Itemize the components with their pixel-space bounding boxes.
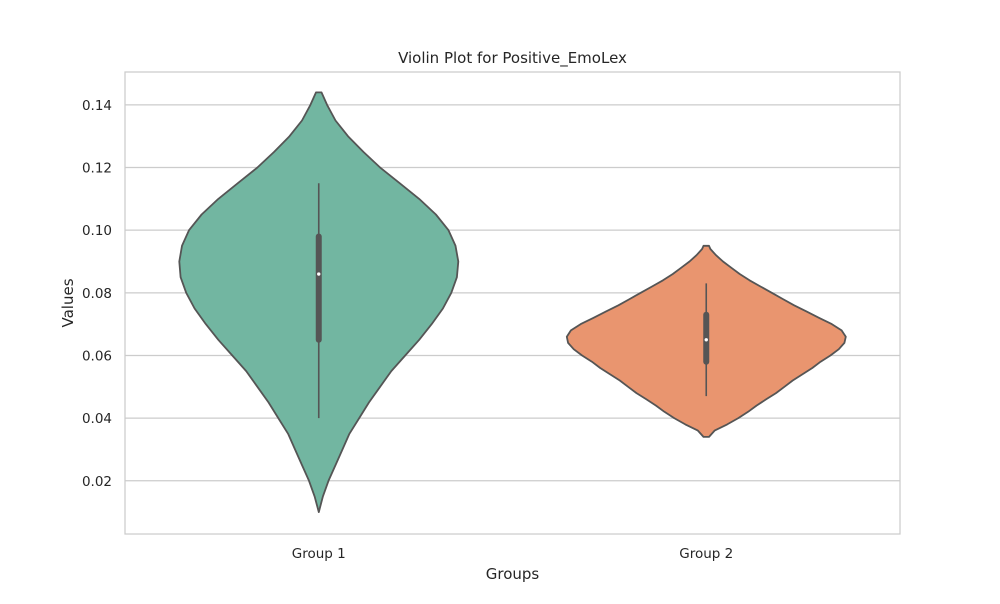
x-axis-title: Groups — [486, 565, 540, 583]
violin-bodies — [178, 91, 847, 513]
y-tick-label: 0.12 — [82, 161, 112, 177]
x-tick-label: Group 1 — [292, 546, 346, 562]
chart-title: Violin Plot for Positive_EmoLex — [398, 49, 627, 68]
y-tick-label: 0.10 — [82, 223, 112, 239]
x-axis-ticks: Group 1 Group 2 — [292, 546, 733, 562]
plot-frame — [124, 71, 901, 535]
y-axis-title: Values — [59, 278, 77, 327]
y-tick-label: 0.02 — [82, 474, 112, 490]
y-tick-label: 0.14 — [82, 98, 112, 114]
y-tick-label: 0.06 — [82, 348, 112, 364]
y-axis-ticks: 0.02 0.04 0.06 0.08 0.10 0.12 0.14 — [82, 98, 112, 490]
y-tick-label: 0.08 — [82, 286, 112, 302]
y-tick-label: 0.04 — [82, 411, 112, 427]
median-dot — [317, 272, 321, 276]
x-tick-label: Group 2 — [679, 546, 733, 562]
median-dot — [704, 338, 708, 342]
inner-boxplots — [315, 183, 710, 419]
